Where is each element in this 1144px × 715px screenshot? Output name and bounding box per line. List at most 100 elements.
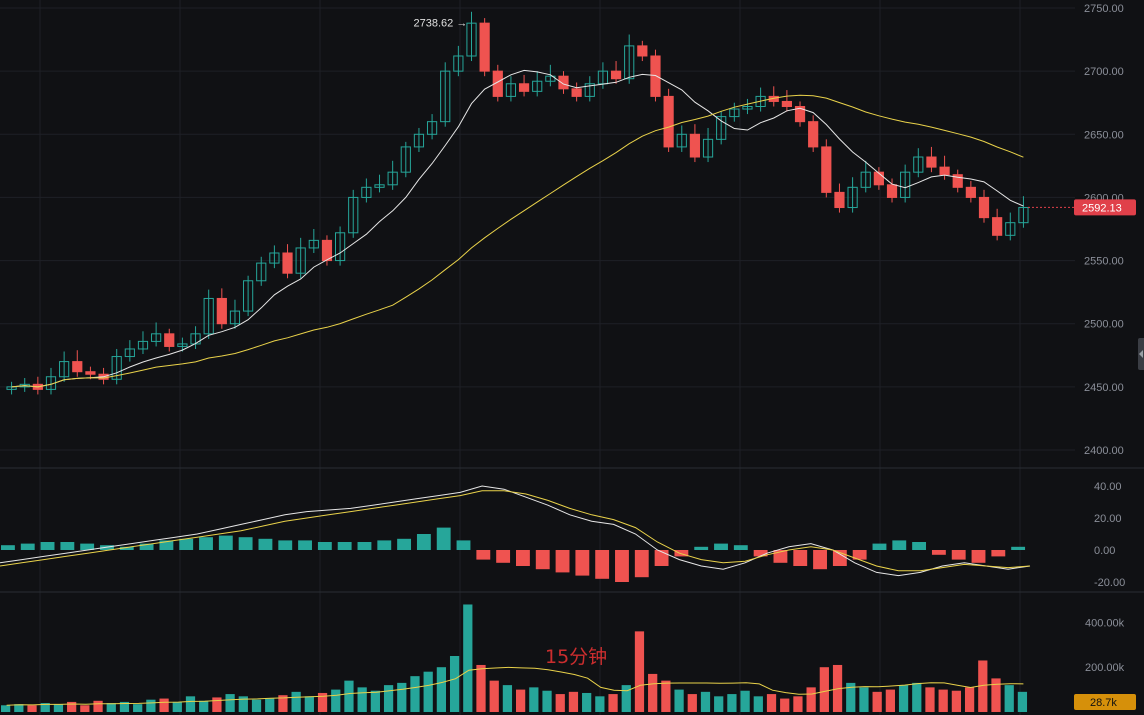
candle-body	[847, 186, 858, 209]
volume-bar	[780, 698, 790, 712]
candle-body	[492, 70, 503, 97]
volume-bar	[529, 687, 539, 712]
macd-histogram-bar	[317, 542, 332, 550]
volume-bar	[80, 705, 90, 712]
price-tick-label: 2500.00	[1084, 319, 1124, 331]
volume-bar	[595, 696, 605, 712]
candle-body	[860, 171, 871, 188]
volume-bar	[199, 700, 209, 712]
macd-histogram-bar	[793, 550, 808, 566]
macd-histogram-bar	[852, 550, 867, 560]
candle-body	[900, 171, 911, 198]
volume-bar	[687, 694, 697, 712]
price-tick-label: 2700.00	[1084, 66, 1124, 78]
candle-body	[624, 45, 635, 80]
macd-histogram-bar	[1, 545, 15, 550]
macd-histogram-bar	[238, 537, 253, 550]
macd-histogram-bar	[496, 550, 511, 563]
volume-bar	[370, 690, 380, 712]
macd-tick-label: 0.00	[1094, 545, 1115, 557]
candle-body	[321, 239, 333, 262]
macd-histogram-bar	[159, 540, 174, 550]
volume-bar	[885, 689, 895, 712]
candle-body	[479, 22, 490, 72]
volume-bar	[212, 697, 222, 712]
candle-body	[466, 22, 477, 57]
macd-histogram-bar	[456, 540, 471, 550]
macd-histogram-bar	[436, 527, 451, 550]
macd-histogram-bar	[199, 537, 213, 550]
candle-body	[216, 297, 227, 325]
volume-bar	[476, 664, 486, 712]
volume-bar	[846, 682, 856, 712]
volume-bar	[146, 699, 156, 712]
price-tick-label: 2450.00	[1084, 382, 1124, 394]
macd-histogram-bar	[476, 550, 491, 560]
volume-bar	[740, 690, 750, 712]
candle-body	[571, 88, 582, 97]
volume-bar	[463, 604, 473, 712]
volume-bar	[238, 696, 248, 712]
volume-bar	[568, 691, 579, 712]
macd-histogram-bar	[575, 550, 590, 576]
candle-body	[426, 121, 438, 135]
macd-histogram-bar	[535, 550, 550, 570]
candle-body	[794, 106, 806, 123]
volume-bar	[634, 631, 645, 712]
current-volume-label: 28.7k	[1090, 697, 1117, 709]
candle-body	[387, 171, 398, 186]
macd-histogram-bar	[337, 542, 352, 550]
volume-bar	[582, 692, 592, 712]
macd-histogram-bar	[139, 543, 154, 550]
candle-body	[689, 133, 701, 158]
macd-dif-line	[0, 485, 1031, 577]
volume-bar	[674, 689, 684, 712]
macd-histogram-bar	[60, 542, 75, 550]
candle-body	[939, 166, 950, 176]
candle-body	[59, 361, 70, 378]
volume-bar	[423, 671, 433, 712]
volume-bar	[516, 689, 526, 712]
candle-body	[729, 108, 740, 118]
volume-bar	[291, 691, 301, 712]
volume-bar	[872, 691, 882, 712]
volume-bar	[925, 687, 935, 712]
macd-histogram-bar	[971, 550, 986, 563]
volume-bar	[14, 704, 24, 712]
candle-body	[637, 45, 648, 57]
macd-histogram-bar	[951, 550, 966, 560]
collapse-panel-handle[interactable]	[1138, 338, 1144, 370]
candle-body	[124, 348, 135, 358]
candle-body	[532, 80, 543, 92]
macd-tick-label: 20.00	[1094, 513, 1122, 525]
candle-body	[308, 239, 319, 249]
candle-body	[348, 196, 359, 234]
candle-body	[177, 343, 188, 347]
volume-bar	[106, 703, 116, 712]
macd-histogram-bar	[20, 543, 35, 550]
macd-dea-line	[0, 490, 1031, 572]
volume-bar	[621, 685, 631, 712]
volume-bar	[912, 682, 922, 712]
macd-histogram-bar	[179, 538, 194, 550]
volume-tick-label: 400.00k	[1085, 617, 1125, 629]
current-price-label: 2592.13	[1082, 202, 1122, 214]
volume-bar	[1017, 691, 1028, 712]
candle-body	[663, 95, 674, 148]
macd-histogram-bar	[595, 550, 610, 579]
volume-bar	[119, 701, 130, 712]
candle-body	[282, 252, 293, 274]
macd-histogram-bar	[278, 540, 293, 550]
ma-fast-line	[11, 69, 1024, 388]
volume-bar	[648, 673, 658, 712]
volume-bar	[185, 696, 196, 712]
volume-bar	[661, 680, 671, 712]
candle-body	[361, 186, 372, 198]
macd-histogram-bar	[555, 550, 570, 573]
volume-bar	[978, 660, 988, 712]
macd-histogram-bar	[1011, 546, 1026, 550]
candle-body	[203, 297, 214, 335]
candle-body	[229, 310, 241, 325]
price-axis: 2750.002700.002650.002600.002550.002500.…	[1084, 3, 1125, 674]
